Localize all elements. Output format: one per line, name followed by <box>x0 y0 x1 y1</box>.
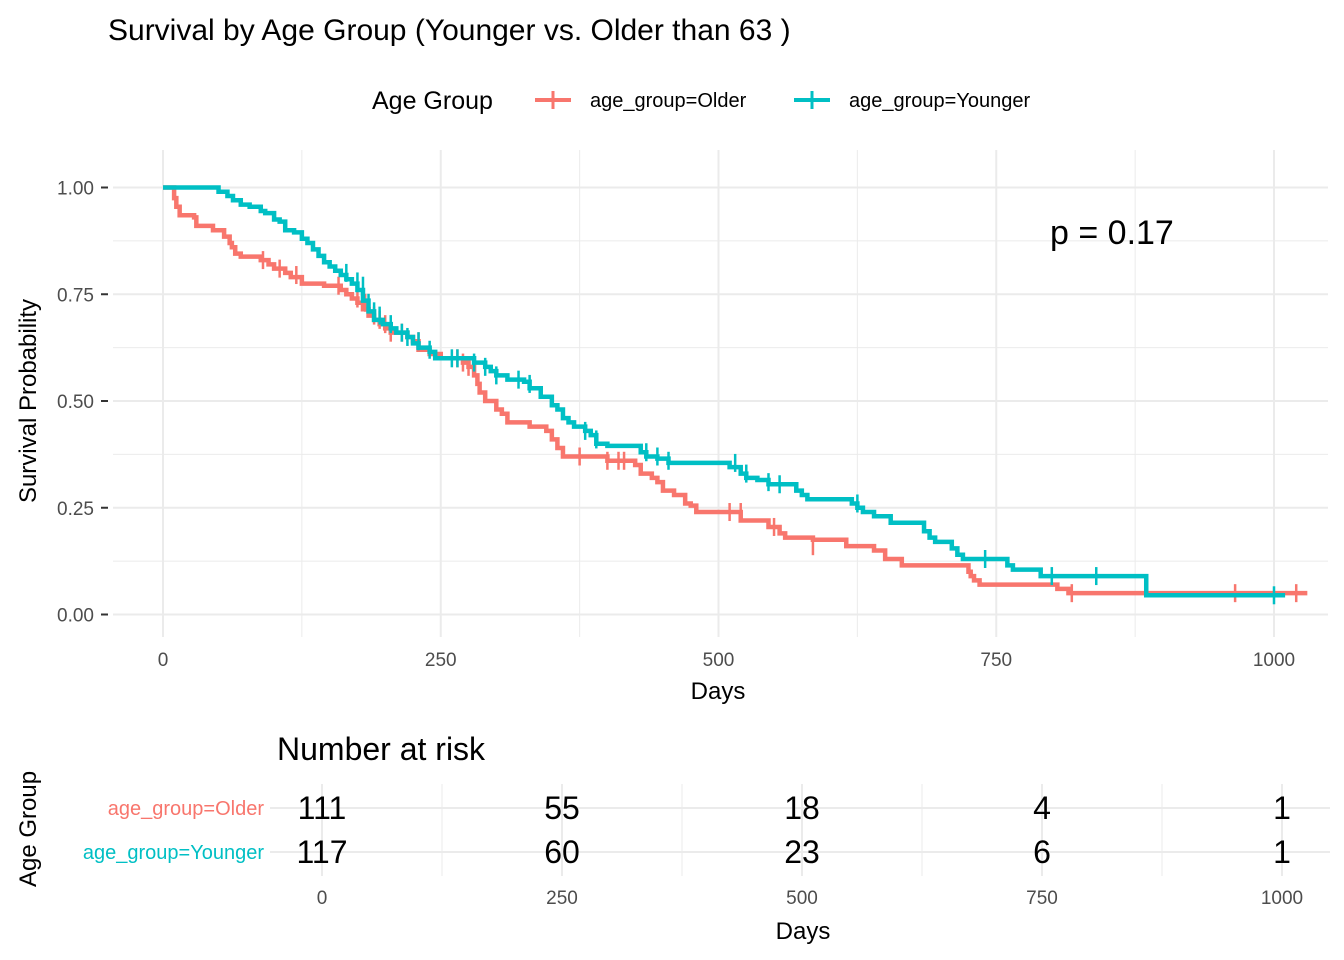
legend-title: Age Group <box>372 87 493 115</box>
x-tick-label: 0 <box>158 650 169 671</box>
risk-count: 1 <box>1273 790 1291 826</box>
y-tick-label: 1.00 <box>57 179 94 200</box>
risk-x-tick-label: 750 <box>1026 888 1058 909</box>
risk-count: 4 <box>1033 790 1051 826</box>
risk-row-label: age_group=Younger <box>83 842 264 864</box>
x-tick-label: 500 <box>703 650 735 671</box>
risk-x-axis-title: Days <box>776 918 831 945</box>
x-tick-label: 1000 <box>1253 650 1295 671</box>
legend-key-older <box>535 91 571 109</box>
legend: Age Group age_group=Older age_group=Youn… <box>372 87 1030 115</box>
x-tick-label: 250 <box>425 650 457 671</box>
y-tick-label: 0.00 <box>57 606 94 627</box>
risk-count: 117 <box>296 834 347 870</box>
risk-count: 18 <box>784 790 820 826</box>
survival-curves <box>163 185 1308 605</box>
y-axis-title: Survival Probability <box>15 299 42 503</box>
risk-row-label: age_group=Older <box>108 798 265 820</box>
legend-label-younger: age_group=Younger <box>849 90 1030 112</box>
risk-y-axis-title: Age Group <box>15 771 42 887</box>
risk-x-tick-label: 250 <box>546 888 578 909</box>
risk-count: 111 <box>298 790 347 826</box>
x-axis-title: Days <box>691 678 746 705</box>
risk-table-title: Number at risk <box>277 731 486 767</box>
x-tick-label: 750 <box>980 650 1012 671</box>
plot-title: Survival by Age Group (Younger vs. Older… <box>108 14 791 47</box>
y-tick-label: 0.50 <box>57 392 94 413</box>
risk-row-older: age_group=Older 111 55 18 4 1 <box>108 790 1291 826</box>
survival-step-line <box>163 185 1286 598</box>
risk-count: 60 <box>544 834 580 870</box>
y-tick-label: 0.25 <box>57 499 94 520</box>
p-value-annotation: p = 0.17 <box>1050 214 1174 252</box>
main-axes: 0.00 0.25 0.50 0.75 1.00 0 250 500 750 1000 <box>57 179 1295 672</box>
legend-label-older: age_group=Older <box>590 90 747 112</box>
risk-x-tick-label: 0 <box>317 888 328 909</box>
main-grid <box>113 150 1328 637</box>
risk-count: 55 <box>544 790 580 826</box>
series-younger <box>163 185 1286 605</box>
risk-row-younger: age_group=Younger 117 60 23 6 1 <box>83 834 1291 870</box>
risk-count: 23 <box>784 834 820 870</box>
risk-table-grid <box>270 784 1330 876</box>
risk-x-tick-label: 500 <box>786 888 818 909</box>
risk-count: 1 <box>1273 834 1291 870</box>
legend-key-younger <box>794 91 830 109</box>
y-tick-label: 0.75 <box>57 285 94 306</box>
risk-table: age_group=Older 111 55 18 4 1age_group=Younge… <box>83 790 1303 909</box>
risk-x-tick-label: 1000 <box>1261 888 1303 909</box>
risk-count: 6 <box>1033 834 1051 870</box>
